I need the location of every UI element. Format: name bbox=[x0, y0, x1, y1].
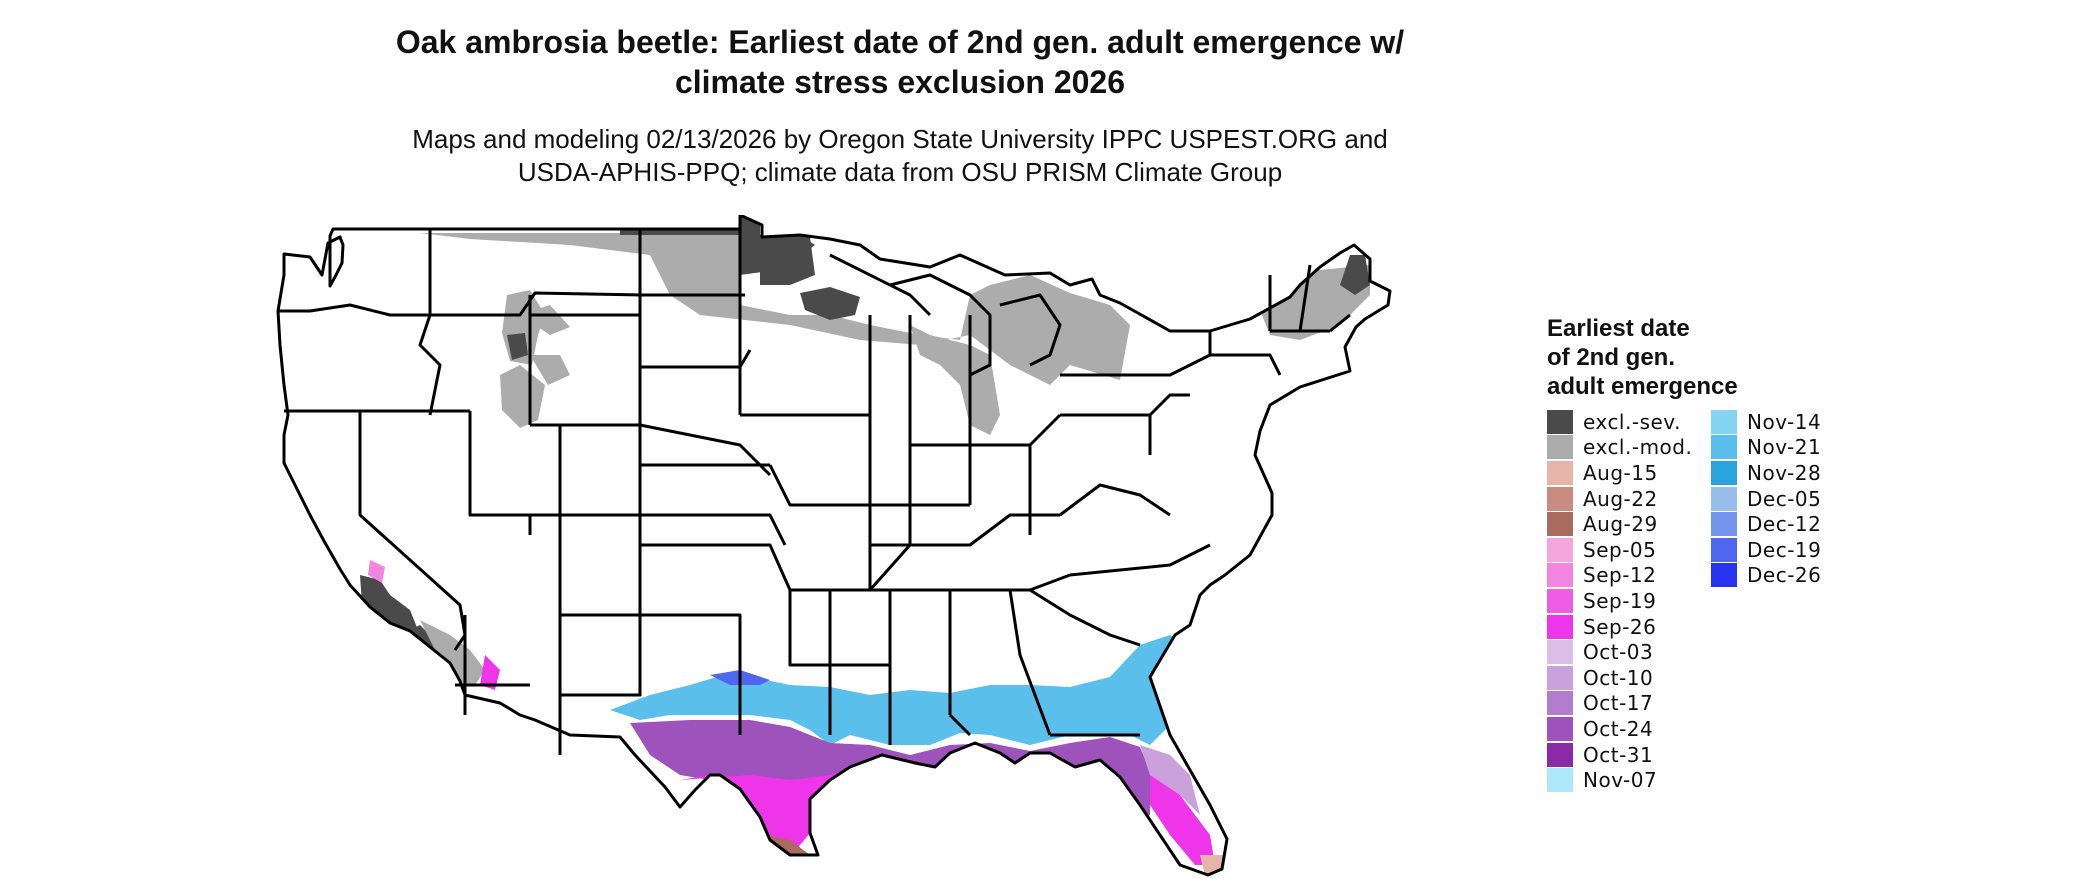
legend-swatch bbox=[1547, 512, 1573, 537]
legend-swatch bbox=[1711, 486, 1737, 511]
legend-item: excl.-mod. bbox=[1547, 435, 1692, 461]
legend-label: Oct-31 bbox=[1583, 742, 1654, 767]
legend-label: Nov-14 bbox=[1747, 409, 1822, 434]
map-title: Oak ambrosia beetle: Earliest date of 2n… bbox=[300, 22, 1500, 102]
map-subtitle: Maps and modeling 02/13/2026 by Oregon S… bbox=[300, 123, 1500, 189]
legend-label: excl.-mod. bbox=[1583, 435, 1693, 460]
legend-label: Nov-21 bbox=[1747, 435, 1822, 460]
legend-item: Dec-26 bbox=[1711, 563, 1821, 589]
map-subtitle-line2: USDA-APHIS-PPQ; climate data from OSU PR… bbox=[517, 157, 1283, 187]
legend-item: Nov-14 bbox=[1711, 409, 1821, 435]
legend: Earliest date of 2nd gen. adult emergenc… bbox=[1547, 314, 1967, 834]
legend-swatch bbox=[1711, 435, 1737, 460]
legend-label: Aug-29 bbox=[1583, 512, 1658, 537]
legend-item: Oct-17 bbox=[1547, 691, 1692, 717]
legend-label: Sep-05 bbox=[1583, 537, 1657, 562]
legend-label: Aug-15 bbox=[1583, 460, 1658, 485]
legend-swatch bbox=[1547, 486, 1573, 511]
legend-title-line2: of 2nd gen. bbox=[1547, 344, 1675, 371]
legend-label: Dec-19 bbox=[1747, 537, 1822, 562]
legend-swatch bbox=[1547, 460, 1573, 485]
legend-item: Dec-19 bbox=[1711, 537, 1821, 563]
legend-label: Dec-05 bbox=[1747, 486, 1822, 511]
legend-swatch bbox=[1711, 537, 1737, 562]
legend-item: Sep-12 bbox=[1547, 563, 1692, 589]
legend-swatch bbox=[1547, 742, 1573, 767]
legend-swatch bbox=[1547, 435, 1573, 460]
legend-swatch bbox=[1547, 614, 1573, 639]
legend-swatch bbox=[1711, 460, 1737, 485]
legend-item: Nov-07 bbox=[1547, 767, 1692, 793]
map-subtitle-line1: Maps and modeling 02/13/2026 by Oregon S… bbox=[412, 124, 1388, 154]
legend-swatch bbox=[1711, 563, 1737, 588]
legend-label: Oct-17 bbox=[1583, 691, 1654, 716]
legend-item: Oct-24 bbox=[1547, 716, 1692, 742]
legend-swatch bbox=[1547, 588, 1573, 613]
legend-label: Dec-12 bbox=[1747, 512, 1822, 537]
legend-swatch bbox=[1547, 665, 1573, 690]
legend-swatch bbox=[1547, 563, 1573, 588]
legend-swatch bbox=[1547, 768, 1573, 793]
legend-item: Nov-21 bbox=[1711, 435, 1821, 461]
legend-item: Sep-05 bbox=[1547, 537, 1692, 563]
legend-title: Earliest date of 2nd gen. adult emergenc… bbox=[1547, 314, 1807, 401]
legend-label: excl.-sev. bbox=[1583, 409, 1681, 434]
legend-swatch bbox=[1547, 691, 1573, 716]
legend-item: Dec-12 bbox=[1711, 511, 1821, 537]
map-title-line1: Oak ambrosia beetle: Earliest date of 2n… bbox=[395, 24, 1405, 60]
legend-label: Aug-22 bbox=[1583, 486, 1658, 511]
legend-item: Aug-22 bbox=[1547, 486, 1692, 512]
legend-swatch bbox=[1547, 640, 1573, 665]
legend-label: Sep-12 bbox=[1583, 563, 1657, 588]
legend-swatch bbox=[1547, 409, 1573, 434]
legend-label: Dec-26 bbox=[1747, 563, 1822, 588]
us-map bbox=[276, 215, 1392, 877]
legend-column-1: excl.-sev. excl.-mod. Aug-15 Aug-22 Aug-29 Se… bbox=[1547, 409, 1692, 793]
legend-label: Nov-07 bbox=[1583, 768, 1658, 793]
map-title-line2: climate stress exclusion 2026 bbox=[674, 64, 1126, 100]
legend-label: Sep-19 bbox=[1583, 588, 1657, 613]
state-boundaries bbox=[276, 215, 1392, 877]
legend-swatch bbox=[1547, 716, 1573, 741]
legend-item: excl.-sev. bbox=[1547, 409, 1692, 435]
legend-item: Sep-26 bbox=[1547, 614, 1692, 640]
legend-item: Aug-29 bbox=[1547, 511, 1692, 537]
legend-label: Nov-28 bbox=[1747, 460, 1822, 485]
legend-label: Oct-10 bbox=[1583, 665, 1654, 690]
legend-item: Oct-10 bbox=[1547, 665, 1692, 691]
legend-item: Oct-31 bbox=[1547, 742, 1692, 768]
legend-title-line1: Earliest date bbox=[1547, 315, 1690, 342]
legend-item: Aug-15 bbox=[1547, 460, 1692, 486]
legend-label: Oct-24 bbox=[1583, 716, 1654, 741]
legend-label: Sep-26 bbox=[1583, 614, 1657, 639]
legend-item: Sep-19 bbox=[1547, 588, 1692, 614]
legend-swatch bbox=[1711, 512, 1737, 537]
legend-column-2: Nov-14 Nov-21 Nov-28 Dec-05 Dec-12 Dec-19 Dec-… bbox=[1711, 409, 1821, 588]
legend-item: Oct-03 bbox=[1547, 639, 1692, 665]
legend-title-line3: adult emergence bbox=[1547, 373, 1738, 400]
legend-swatch bbox=[1547, 537, 1573, 562]
legend-item: Nov-28 bbox=[1711, 460, 1821, 486]
legend-swatch bbox=[1711, 409, 1737, 434]
legend-label: Oct-03 bbox=[1583, 640, 1654, 665]
legend-item: Dec-05 bbox=[1711, 486, 1821, 512]
